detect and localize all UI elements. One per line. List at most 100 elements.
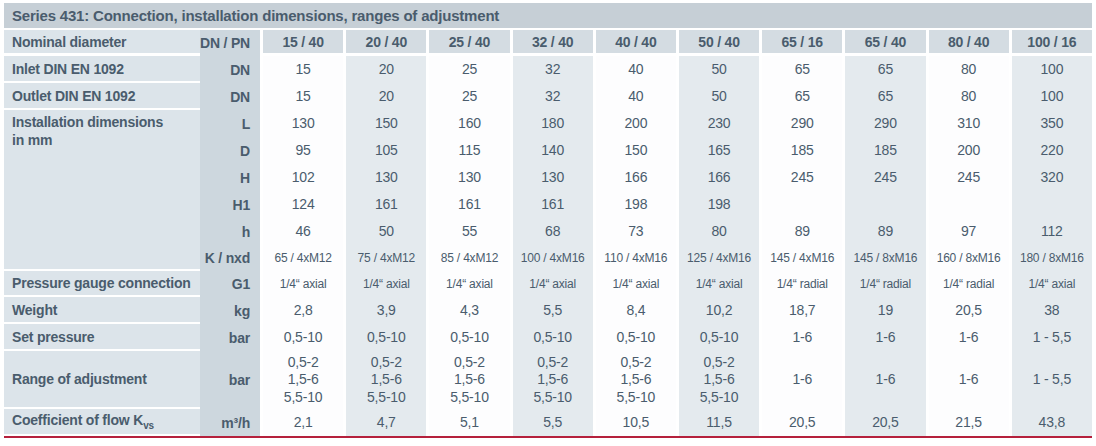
cell: 73 [593, 218, 676, 245]
cell: 165 [676, 137, 759, 164]
cell: 198 [676, 191, 759, 218]
cell: 1/4“ axial [343, 271, 426, 297]
cell: 105 [343, 137, 426, 164]
cell: 50 [676, 56, 759, 83]
column-header: 65 / 40 [842, 30, 925, 56]
cell: 3,9 [343, 297, 426, 324]
row-label: Weight [4, 297, 200, 324]
row-unit: K / nxd [200, 245, 260, 271]
row-label: Range of adjustment [4, 351, 200, 409]
cell: 112 [1009, 218, 1092, 245]
row-unit: DN [200, 56, 260, 83]
cell: 65 [759, 56, 842, 83]
cell: 43,8 [1009, 409, 1092, 436]
cell: 1/4“ radial [759, 271, 842, 297]
row-unit: m³/h [200, 409, 260, 436]
cell: 65 [842, 56, 925, 83]
cell: 10,5 [593, 409, 676, 436]
cell: 130 [260, 110, 343, 137]
cell: 310 [926, 110, 1009, 137]
cell: 68 [510, 218, 593, 245]
cell: 21,5 [926, 409, 1009, 436]
table-title-bar: Series 431: Connection, installation dim… [4, 3, 1092, 28]
cell: 5,5 [510, 297, 593, 324]
table-body: Inlet DIN EN 1092DN152025324050656580100… [4, 56, 1092, 436]
cell: 89 [759, 218, 842, 245]
cell: 290 [759, 110, 842, 137]
cell: 166 [593, 164, 676, 191]
cell: 350 [1009, 110, 1092, 137]
cell: 0,5-21,5-65,5-10 [676, 351, 759, 409]
cell: 2,8 [260, 297, 343, 324]
table-title: Series 431: Connection, installation dim… [12, 7, 499, 24]
corner-unit: DN / PN [200, 30, 260, 56]
cell: 95 [260, 137, 343, 164]
column-header: 50 / 40 [676, 30, 759, 56]
label-subscript: vs [143, 420, 154, 431]
cell: 0,5-10 [426, 324, 509, 351]
cell: 145 / 8xM16 [842, 245, 925, 271]
datasheet-page: Series 431: Connection, installation dim… [0, 0, 1096, 438]
column-header: 20 / 40 [343, 30, 426, 56]
cell: 1/4“ axial [676, 271, 759, 297]
row-unit: H [200, 164, 260, 191]
cell: 5,1 [426, 409, 509, 436]
cell: 1-6 [759, 351, 842, 409]
cell: 65 [759, 83, 842, 110]
column-header: 25 / 40 [426, 30, 509, 56]
cell: 102 [260, 164, 343, 191]
column-header: 40 / 40 [593, 30, 676, 56]
cell: 25 [426, 56, 509, 83]
cell: 1/4“ axial [1009, 271, 1092, 297]
cell: 0,5-10 [593, 324, 676, 351]
cell: 20,5 [759, 409, 842, 436]
cell: 0,5-10 [510, 324, 593, 351]
cell: 245 [926, 164, 1009, 191]
cell: 20 [343, 83, 426, 110]
cell [1009, 191, 1092, 218]
cell: 185 [759, 137, 842, 164]
cell: 161 [510, 191, 593, 218]
cell: 0,5-21,5-65,5-10 [510, 351, 593, 409]
cell: 290 [842, 110, 925, 137]
cell: 15 [260, 83, 343, 110]
cell: 50 [343, 218, 426, 245]
cell: 11,5 [676, 409, 759, 436]
row-unit: bar [200, 324, 260, 351]
cell: 4,3 [426, 297, 509, 324]
cell: 15 [260, 56, 343, 83]
cell: 220 [1009, 137, 1092, 164]
cell: 0,5-10 [343, 324, 426, 351]
cell: 245 [759, 164, 842, 191]
cell: 124 [260, 191, 343, 218]
cell: 1/4“ radial [842, 271, 925, 297]
cell: 46 [260, 218, 343, 245]
column-header: 15 / 40 [260, 30, 343, 56]
cell: 150 [343, 110, 426, 137]
cell [842, 191, 925, 218]
cell: 40 [593, 83, 676, 110]
cell: 230 [676, 110, 759, 137]
cell: 100 [1009, 83, 1092, 110]
column-header: 80 / 40 [926, 30, 1009, 56]
cell: 110 / 4xM16 [593, 245, 676, 271]
cell: 65 [842, 83, 925, 110]
cell: 200 [593, 110, 676, 137]
cell: 320 [1009, 164, 1092, 191]
cell: 89 [842, 218, 925, 245]
specs-table: Nominal diameterDN / PN15 / 4020 / 4025 … [4, 30, 1092, 436]
cell: 125 / 4xM16 [676, 245, 759, 271]
cell: 145 / 4xM16 [759, 245, 842, 271]
cell: 80 [926, 56, 1009, 83]
cell: 166 [676, 164, 759, 191]
cell: 100 [1009, 56, 1092, 83]
row-unit: G1 [200, 271, 260, 297]
column-header: 32 / 40 [510, 30, 593, 56]
bottom-rule [4, 436, 1092, 438]
cell: 1 - 5,5 [1009, 324, 1092, 351]
cell: 0,5-10 [676, 324, 759, 351]
row-label: Set pressure [4, 324, 200, 351]
cell: 25 [426, 83, 509, 110]
cell: 1/4“ radial [926, 271, 1009, 297]
table-header: Nominal diameterDN / PN15 / 4020 / 4025 … [4, 30, 1092, 56]
